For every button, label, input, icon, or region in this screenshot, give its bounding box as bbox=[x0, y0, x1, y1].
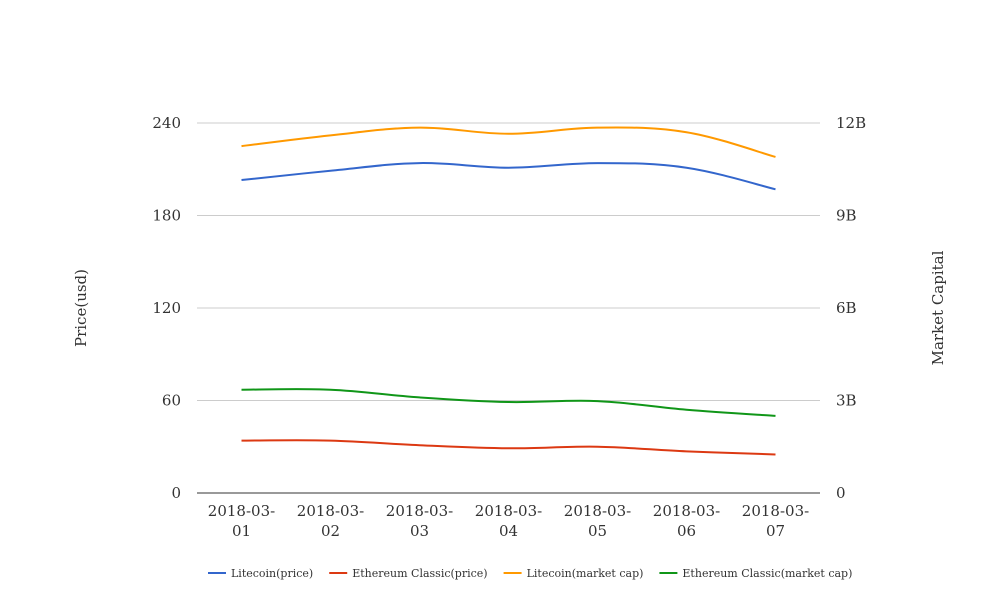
y-right-tick-label: 12B bbox=[836, 114, 866, 132]
series-layer bbox=[241, 126, 776, 456]
x-tick-label: 2018-03-02 bbox=[297, 502, 364, 540]
grid-layer bbox=[197, 122, 820, 494]
legend-label: Ethereum Classic(market cap) bbox=[682, 567, 852, 580]
y-left-tick-label: 120 bbox=[152, 299, 181, 317]
x-tick-label: 2018-03-07 bbox=[742, 502, 809, 540]
y-right-tick-label: 0 bbox=[836, 484, 846, 502]
left-axis-ticks: 0 60 120 180 240 bbox=[152, 114, 181, 502]
series-line-2 bbox=[241, 126, 776, 158]
y-right-tick-label: 6B bbox=[836, 299, 857, 317]
x-tick-label: 2018-03-03 bbox=[386, 502, 453, 540]
x-tick-label: 2018-03-06 bbox=[653, 502, 720, 540]
x-axis-ticks: 2018-03-01 2018-03-02 2018-03-03 2018-03-04… bbox=[208, 502, 809, 540]
legend-label: Ethereum Classic(price) bbox=[352, 567, 487, 580]
y-left-axis-title: Price(usd) bbox=[72, 269, 90, 347]
legend: Litecoin(price) Ethereum Classic(price) Li… bbox=[208, 567, 852, 580]
legend-label: Litecoin(market cap) bbox=[527, 567, 644, 580]
x-tick-label: 2018-03-01 bbox=[208, 502, 275, 540]
y-right-tick-label: 9B bbox=[836, 207, 857, 225]
x-tick-label: 2018-03-04 bbox=[475, 502, 542, 540]
y-left-tick-label: 60 bbox=[162, 392, 181, 410]
legend-label: Litecoin(price) bbox=[231, 567, 313, 580]
y-left-tick-label: 240 bbox=[152, 114, 181, 132]
y-right-tick-label: 3B bbox=[836, 392, 857, 410]
series-line-0 bbox=[241, 162, 776, 191]
y-right-axis-title: Market Capital bbox=[929, 250, 947, 365]
series-line-3 bbox=[241, 388, 776, 417]
y-left-tick-label: 180 bbox=[152, 207, 181, 225]
right-axis-ticks: 0 3B 6B 9B 12B bbox=[836, 114, 866, 502]
x-tick-label: 2018-03-05 bbox=[564, 502, 631, 540]
series-line-1 bbox=[241, 439, 776, 456]
y-left-tick-label: 0 bbox=[171, 484, 181, 502]
